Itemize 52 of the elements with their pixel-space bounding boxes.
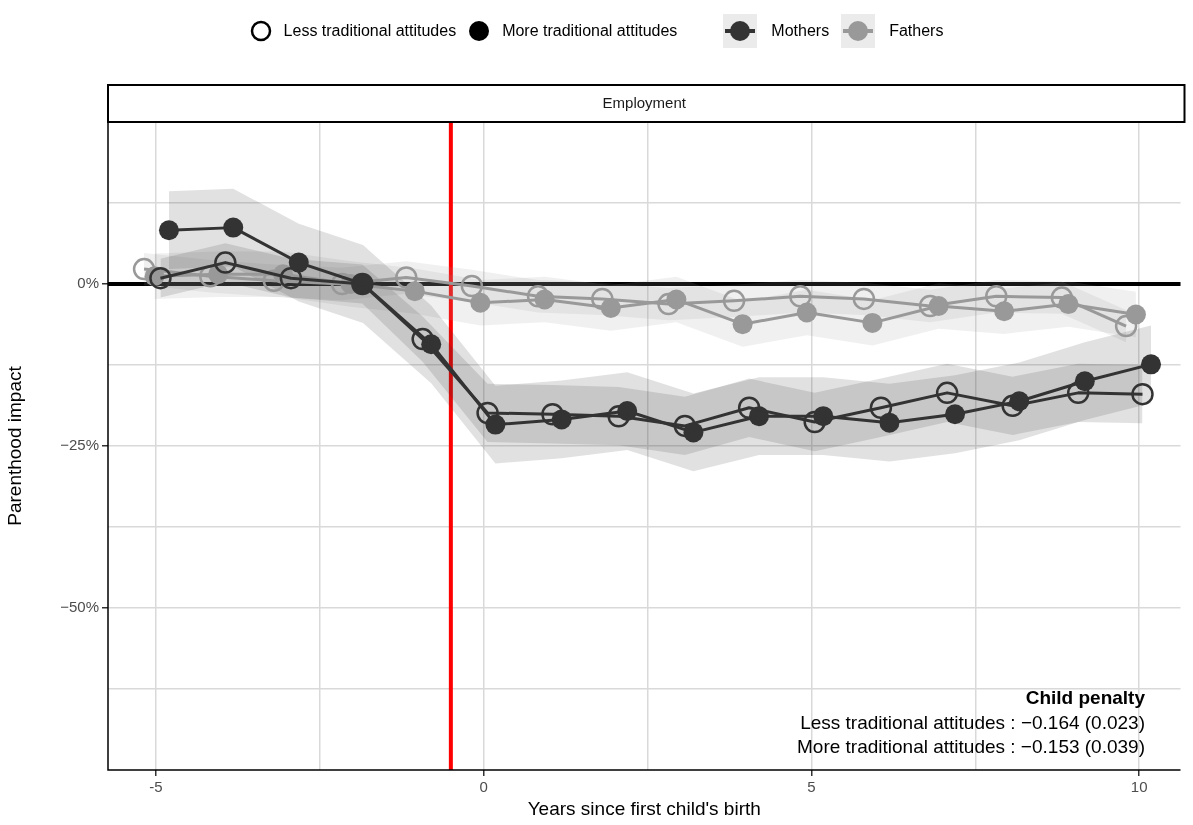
- point: [1066, 381, 1090, 405]
- point: [1050, 286, 1074, 309]
- text: More traditional attitudes: [502, 22, 678, 40]
- point: [673, 414, 697, 438]
- point: [476, 401, 499, 425]
- point: [737, 396, 761, 420]
- point: [722, 289, 746, 313]
- point: [1141, 354, 1161, 375]
- point: [732, 314, 753, 335]
- point: [541, 403, 564, 426]
- point: [288, 252, 309, 273]
- point: [149, 266, 172, 290]
- point: [852, 287, 876, 311]
- chart-title: Employment: [602, 94, 687, 112]
- point: [944, 404, 965, 425]
- x-tick-label: 10: [1130, 778, 1148, 796]
- point: [470, 292, 491, 313]
- text: Less traditional attitudes: [283, 22, 457, 40]
- point: [985, 285, 1008, 308]
- legend-label: Mothers: [771, 22, 830, 40]
- y-tick-label: 0%: [77, 274, 99, 292]
- point: [1001, 394, 1024, 418]
- annotation: Less traditional attitudes : −0.164 (0.023): [800, 711, 1145, 733]
- point: [935, 381, 959, 405]
- point: [1131, 382, 1154, 406]
- point: [279, 266, 303, 290]
- point: [657, 292, 680, 316]
- y-tick-label: −25%: [60, 436, 99, 454]
- point: [411, 327, 434, 351]
- point: [395, 266, 418, 289]
- point: [862, 312, 883, 333]
- point: [1114, 314, 1138, 338]
- y-axis-title: Parenthood impact: [3, 365, 25, 526]
- legend-label: Fathers: [889, 22, 944, 40]
- annotation: More traditional attitudes : −0.153 (0.039): [796, 736, 1145, 757]
- point: [869, 396, 893, 420]
- point: [803, 410, 826, 434]
- point: [223, 217, 244, 238]
- point: [796, 302, 817, 323]
- point: [158, 220, 179, 241]
- point: [591, 287, 614, 311]
- x-tick-label: 5: [807, 778, 816, 796]
- point: [607, 404, 630, 428]
- y-tick-label: −50%: [60, 598, 99, 616]
- point: [789, 285, 812, 308]
- annotation: Child penalty: [1025, 687, 1146, 708]
- x-axis-title: Years since first child's birth: [527, 797, 761, 819]
- point: [214, 251, 237, 274]
- x-tick-label: 0: [479, 778, 488, 796]
- point: [526, 285, 550, 308]
- x-tick-label: -5: [149, 778, 163, 796]
- point: [460, 274, 484, 298]
